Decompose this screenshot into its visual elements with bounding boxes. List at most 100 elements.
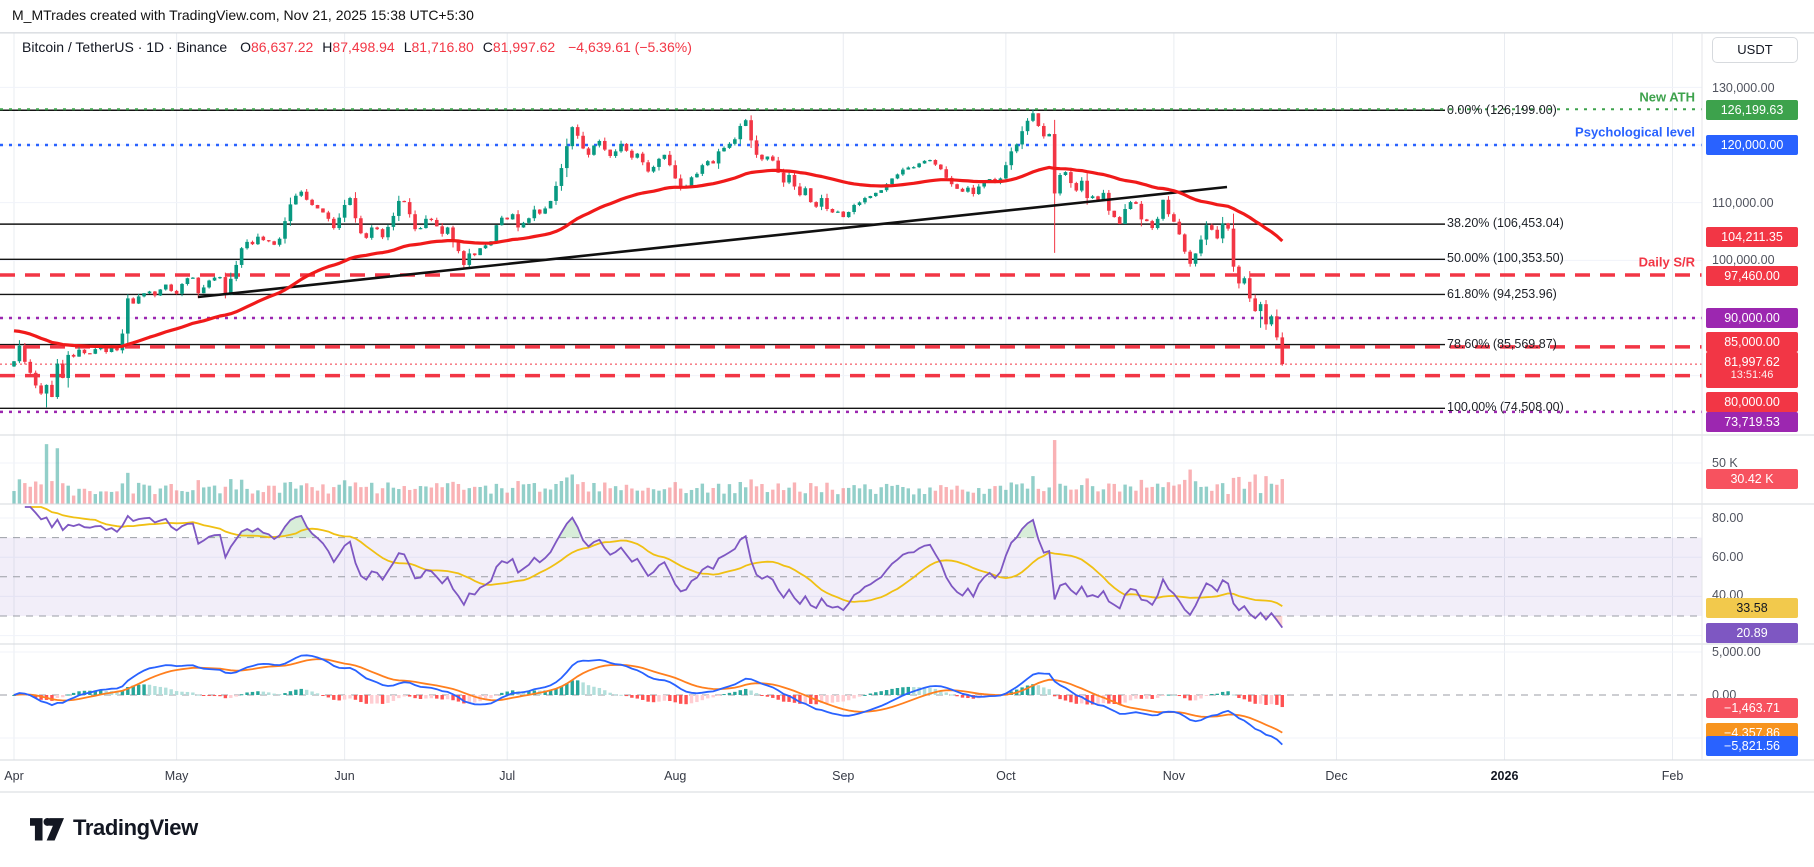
candle [299, 191, 304, 196]
candle [163, 284, 168, 290]
candle [272, 241, 276, 245]
price-scale-tick: 110,000.00 [1712, 196, 1774, 210]
macd-signal-line [13, 658, 1283, 734]
ohlc-values: O86,637.22 H87,498.94 L81,716.80 C81,997.62 [231, 39, 555, 55]
candle [147, 291, 152, 294]
candle [976, 186, 981, 195]
candle [478, 248, 482, 256]
candle [570, 127, 575, 147]
candle [456, 241, 461, 252]
candle [50, 384, 54, 398]
candle [229, 278, 233, 295]
ohlc-field-value: 87,498.94 [332, 39, 395, 55]
candle [738, 125, 743, 140]
candle [440, 226, 444, 234]
candle [472, 253, 477, 256]
time-scale-label[interactable]: May [164, 769, 189, 783]
candle [1042, 125, 1046, 137]
candle [543, 208, 547, 214]
time-scale-label[interactable]: Jul [499, 769, 516, 783]
attribution-text: M_MTrades created with TradingView.com, … [12, 7, 474, 23]
candle [1025, 120, 1030, 132]
candle [1036, 113, 1041, 126]
candle [234, 264, 239, 279]
time-scale-label[interactable]: Feb [1661, 769, 1684, 783]
candle [93, 349, 98, 354]
candle [798, 186, 802, 196]
candle [575, 127, 580, 136]
candle [44, 384, 49, 394]
candle [1031, 113, 1035, 121]
candle [142, 293, 146, 297]
timeframe-label[interactable]: 1D [146, 39, 165, 55]
time-scale-label[interactable]: Nov [1162, 769, 1185, 783]
candle [201, 287, 206, 294]
candle [901, 169, 905, 175]
candle [174, 290, 179, 294]
ohlc-field-value: 86,637.22 [250, 39, 314, 55]
candle [803, 188, 808, 196]
tradingview-logo-icon [30, 817, 64, 841]
symbol-title[interactable]: Bitcoin / TetherUS [22, 39, 134, 55]
candle [825, 198, 829, 210]
ohlc-field-label: O [240, 39, 251, 55]
tradingview-logo[interactable]: TradingView [30, 815, 198, 841]
price-scale-tick: 5,000.00 [1712, 645, 1761, 659]
candle [911, 167, 916, 169]
candle [467, 253, 472, 265]
candle [104, 347, 108, 353]
candle [1063, 172, 1068, 175]
currency-toggle-button[interactable]: USDT [1712, 37, 1798, 63]
trendline[interactable] [197, 185, 1228, 299]
candle [873, 192, 878, 197]
candle [1166, 199, 1171, 215]
candle [266, 240, 271, 242]
candle [375, 227, 379, 230]
time-scale-label[interactable]: Apr [4, 769, 24, 783]
candle [705, 161, 710, 166]
candle [673, 165, 678, 179]
candle [218, 277, 222, 279]
candle [722, 147, 726, 152]
candle [982, 181, 986, 187]
candle [245, 241, 249, 249]
change-value: −4,639.61 (−5.36%) [568, 39, 692, 55]
candle [326, 212, 331, 219]
time-scale-label[interactable]: 2026 [1490, 769, 1519, 783]
time-scale-label[interactable]: Aug [664, 769, 687, 783]
candle [207, 280, 211, 288]
time-scale-label[interactable]: Jun [334, 769, 355, 783]
candle [1231, 228, 1236, 267]
price-label-box: 126,199.63 [1706, 100, 1798, 120]
macd-line [13, 654, 1283, 746]
candle [136, 296, 141, 304]
price-label-box: 120,000.00 [1706, 135, 1798, 155]
price-label-box: 73,719.53 [1706, 412, 1798, 432]
candle [212, 277, 217, 281]
price-label-box: 104,211.35 [1706, 227, 1798, 247]
price-label-box: 33.58 [1706, 598, 1798, 618]
candle [191, 277, 195, 279]
candle [98, 347, 103, 350]
candle [223, 277, 228, 295]
candle [868, 196, 873, 199]
candle [39, 385, 43, 394]
candle [1009, 151, 1014, 166]
candle [1258, 304, 1263, 312]
tradingview-logo-text: TradingView [73, 815, 198, 840]
candle [1058, 174, 1062, 194]
candle [1020, 131, 1024, 145]
candle [1074, 183, 1079, 191]
candle [1139, 203, 1144, 220]
price-label-box: 90,000.00 [1706, 308, 1798, 328]
candle [277, 238, 282, 245]
time-scale-label[interactable]: Oct [996, 769, 1016, 783]
candle [261, 236, 266, 241]
candle [483, 245, 488, 249]
ema-line[interactable] [13, 165, 1284, 349]
time-scale-label[interactable]: Sep [832, 769, 855, 783]
candle [971, 187, 976, 195]
time-scale-label[interactable]: Dec [1325, 769, 1348, 783]
candle [115, 346, 119, 351]
